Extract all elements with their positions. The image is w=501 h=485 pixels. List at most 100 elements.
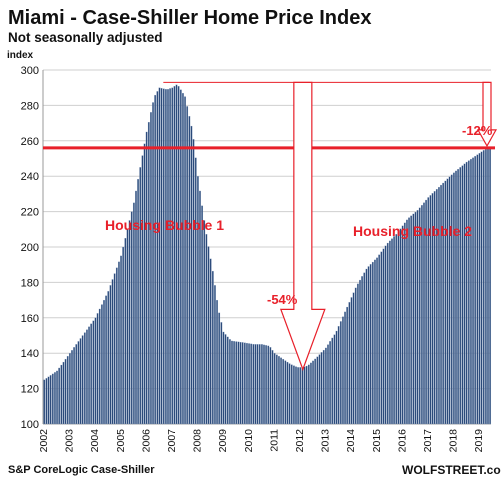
bar <box>43 379 46 425</box>
bar <box>314 358 317 425</box>
bar <box>342 316 344 425</box>
bar <box>143 143 146 425</box>
source-label: S&P CoreLogic Case-Shiller <box>8 464 155 476</box>
bar <box>263 344 265 425</box>
bar <box>154 94 157 425</box>
bar <box>258 344 261 425</box>
bar <box>461 165 464 425</box>
bar <box>237 341 240 425</box>
x-tick-2002: 2002 <box>38 429 50 453</box>
bar <box>374 259 376 425</box>
bar <box>186 106 189 425</box>
bar <box>113 273 116 425</box>
bar <box>51 373 54 425</box>
bar <box>320 352 323 425</box>
bar <box>88 326 90 425</box>
bar <box>164 89 167 425</box>
bar <box>305 365 308 425</box>
bar <box>463 163 466 425</box>
x-tick-2008: 2008 <box>192 429 204 453</box>
bar <box>109 285 112 425</box>
bar <box>470 158 472 425</box>
chart-subtitle: Not seasonally adjusted <box>8 30 163 45</box>
bar <box>444 180 447 425</box>
y-tick-labels: 100 120 140 160 180 200 220 240 260 280 300 <box>21 65 39 431</box>
bar <box>318 354 321 425</box>
bar <box>359 279 361 425</box>
bar <box>196 176 199 425</box>
bar <box>83 332 86 425</box>
bar <box>356 283 359 425</box>
bar <box>297 367 300 425</box>
bar <box>307 364 310 425</box>
bar <box>73 347 76 425</box>
bar <box>218 312 221 425</box>
bar <box>211 270 214 425</box>
bar <box>410 215 413 425</box>
bar <box>182 92 184 425</box>
bar <box>158 87 161 425</box>
bar <box>103 299 105 425</box>
bar <box>137 179 140 425</box>
chart-title: Miami - Case-Shiller Home Price Index <box>8 7 371 29</box>
x-tick-2015: 2015 <box>371 429 383 453</box>
bar <box>241 342 244 425</box>
bar <box>286 361 289 425</box>
bar <box>265 345 268 425</box>
x-tick-2006: 2006 <box>140 429 152 453</box>
bar <box>275 354 278 425</box>
bar <box>406 219 408 425</box>
bar <box>440 184 442 425</box>
bar <box>369 264 372 425</box>
bar <box>250 343 253 425</box>
bar <box>269 347 272 425</box>
bar <box>56 370 58 425</box>
bar <box>371 261 374 425</box>
drop-arrow <box>279 81 326 372</box>
bar <box>150 112 152 425</box>
bar <box>465 161 468 425</box>
y-tick-220: 220 <box>21 207 39 219</box>
bar <box>344 311 346 425</box>
bar <box>380 251 383 425</box>
bar <box>160 88 163 425</box>
bar <box>47 376 50 425</box>
bar <box>420 205 423 425</box>
bar <box>205 234 208 425</box>
y-tick-160: 160 <box>21 313 39 325</box>
bar <box>68 353 71 425</box>
bar <box>350 297 353 425</box>
bar <box>209 258 212 425</box>
bar <box>399 228 402 425</box>
bar <box>401 225 404 425</box>
bar <box>139 167 142 425</box>
bar <box>416 210 419 425</box>
y-tick-100: 100 <box>21 419 39 431</box>
bar <box>222 331 225 425</box>
bar <box>77 341 80 425</box>
bar <box>386 242 389 425</box>
annotations <box>43 81 498 372</box>
bar <box>433 191 436 425</box>
y-axis-label: index <box>7 50 34 61</box>
bar <box>301 367 304 425</box>
bar <box>476 154 479 425</box>
bar <box>346 306 349 425</box>
bar <box>58 367 61 425</box>
bar <box>100 304 103 425</box>
bar <box>132 202 135 425</box>
bar <box>60 364 63 425</box>
bar <box>271 350 274 425</box>
bar <box>126 229 129 425</box>
bar <box>81 335 84 425</box>
y-tick-280: 280 <box>21 100 39 112</box>
bars <box>43 84 492 425</box>
x-tick-labels: 2002 2003 2004 2005 2006 2007 2008 2009 2010 2011… <box>38 429 485 453</box>
bar <box>324 347 327 425</box>
bar <box>216 299 218 425</box>
bar <box>452 172 455 425</box>
y-tick-180: 180 <box>21 277 39 289</box>
bar <box>295 366 297 425</box>
bar <box>90 323 93 425</box>
bar <box>478 153 481 425</box>
